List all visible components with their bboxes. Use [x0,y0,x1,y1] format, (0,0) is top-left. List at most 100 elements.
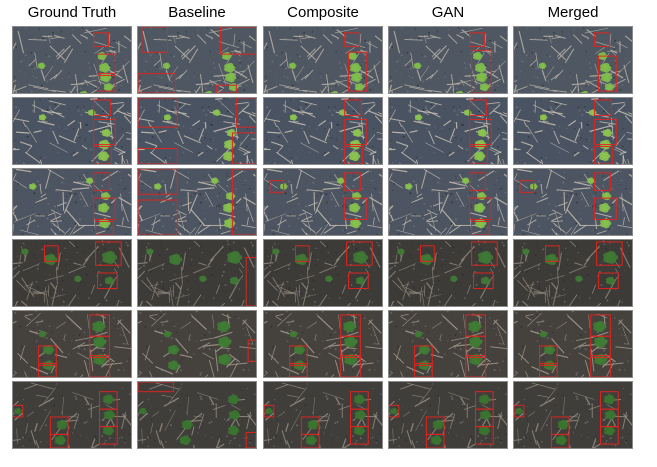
residue-straw [191,315,208,331]
residue-straw [92,99,110,116]
seedling [104,276,115,285]
residue-straw [584,359,591,377]
residue-straw [568,294,578,306]
residue-straw [197,342,211,350]
residue-straw [616,41,628,49]
seedling [337,177,345,184]
residue-straw [209,79,225,89]
residue-straw [514,262,524,265]
seedling [93,336,107,348]
residue-straw [488,148,498,154]
detection-box [43,245,59,262]
residue-straw [395,254,398,263]
seedling [351,72,363,83]
image-gan-row-6 [388,381,508,449]
residue-straw [439,412,454,424]
seedling [476,72,488,83]
residue-straw [540,410,552,431]
residue-straw [174,142,193,153]
residue-straw [219,41,240,48]
residue-straw [623,64,630,84]
residue-straw [314,194,324,214]
image-ground-truth-row-4 [12,239,132,307]
residue-straw [266,169,283,173]
residue-straw [444,265,462,274]
residue-straw [559,135,578,144]
seedling [38,114,47,121]
residue-straw [406,366,425,375]
image-composite-row-2 [263,97,383,165]
residue-straw [147,121,152,128]
field-photo [138,240,256,306]
residue-straw [389,372,394,377]
residue-straw [230,404,241,411]
residue-straw [229,362,238,377]
residue-straw [392,280,403,291]
residue-straw [573,342,587,350]
residue-straw [440,227,448,235]
residue-straw [409,86,433,93]
residue-straw [121,156,126,164]
residue-straw [449,262,459,266]
residue-straw [400,384,414,390]
residue-straw [555,232,558,235]
detection-box [550,433,570,448]
residue-straw [68,265,86,274]
residue-straw [144,254,147,263]
seedling [539,114,548,121]
header-merged: Merged [547,4,599,21]
detection-box [344,32,360,47]
residue-straw [341,438,347,448]
residue-straw [295,287,300,306]
residue-straw [367,319,373,325]
image-baseline-row-3 [137,168,257,236]
image-ground-truth-row-1 [12,26,132,94]
seedling [179,435,192,446]
residue-straw [534,86,558,93]
residue-straw [357,50,368,52]
residue-straw [569,241,577,248]
residue-straw [578,352,591,360]
residue-straw [24,314,33,317]
residue-straw [25,423,29,434]
residue-straw [470,41,491,48]
seedling [101,128,112,137]
residue-straw [47,284,50,297]
seedling [600,62,612,73]
seedling [79,90,88,93]
residue-straw [81,145,88,150]
detection-box [93,99,111,116]
residue-straw [628,173,632,178]
residue-straw [338,314,341,329]
seedling [414,331,423,338]
residue-straw [437,396,440,416]
residue-straw [13,118,30,122]
header-baseline: Baseline [168,4,226,21]
residue-straw [197,151,204,157]
residue-straw [617,224,632,229]
residue-straw [503,173,507,178]
seedling [167,360,180,371]
residue-straw [223,121,240,125]
residue-straw [188,48,199,64]
residue-straw [526,125,539,143]
residue-straw [54,34,65,39]
residue-straw [264,372,269,377]
residue-straw [139,179,153,189]
residue-straw [275,316,282,321]
residue-straw [204,191,214,207]
residue-straw [271,300,279,306]
residue-straw [117,110,131,118]
residue-straw [72,224,86,234]
residue-straw [551,109,566,118]
residue-straw [346,302,352,306]
residue-straw [469,63,478,86]
residue-straw [175,36,186,40]
residue-straw [416,159,419,164]
residue-straw [44,275,64,282]
residue-straw [376,132,382,134]
residue-straw [13,410,16,416]
residue-straw [57,201,67,207]
residue-straw [165,159,168,164]
residue-straw [142,353,154,364]
